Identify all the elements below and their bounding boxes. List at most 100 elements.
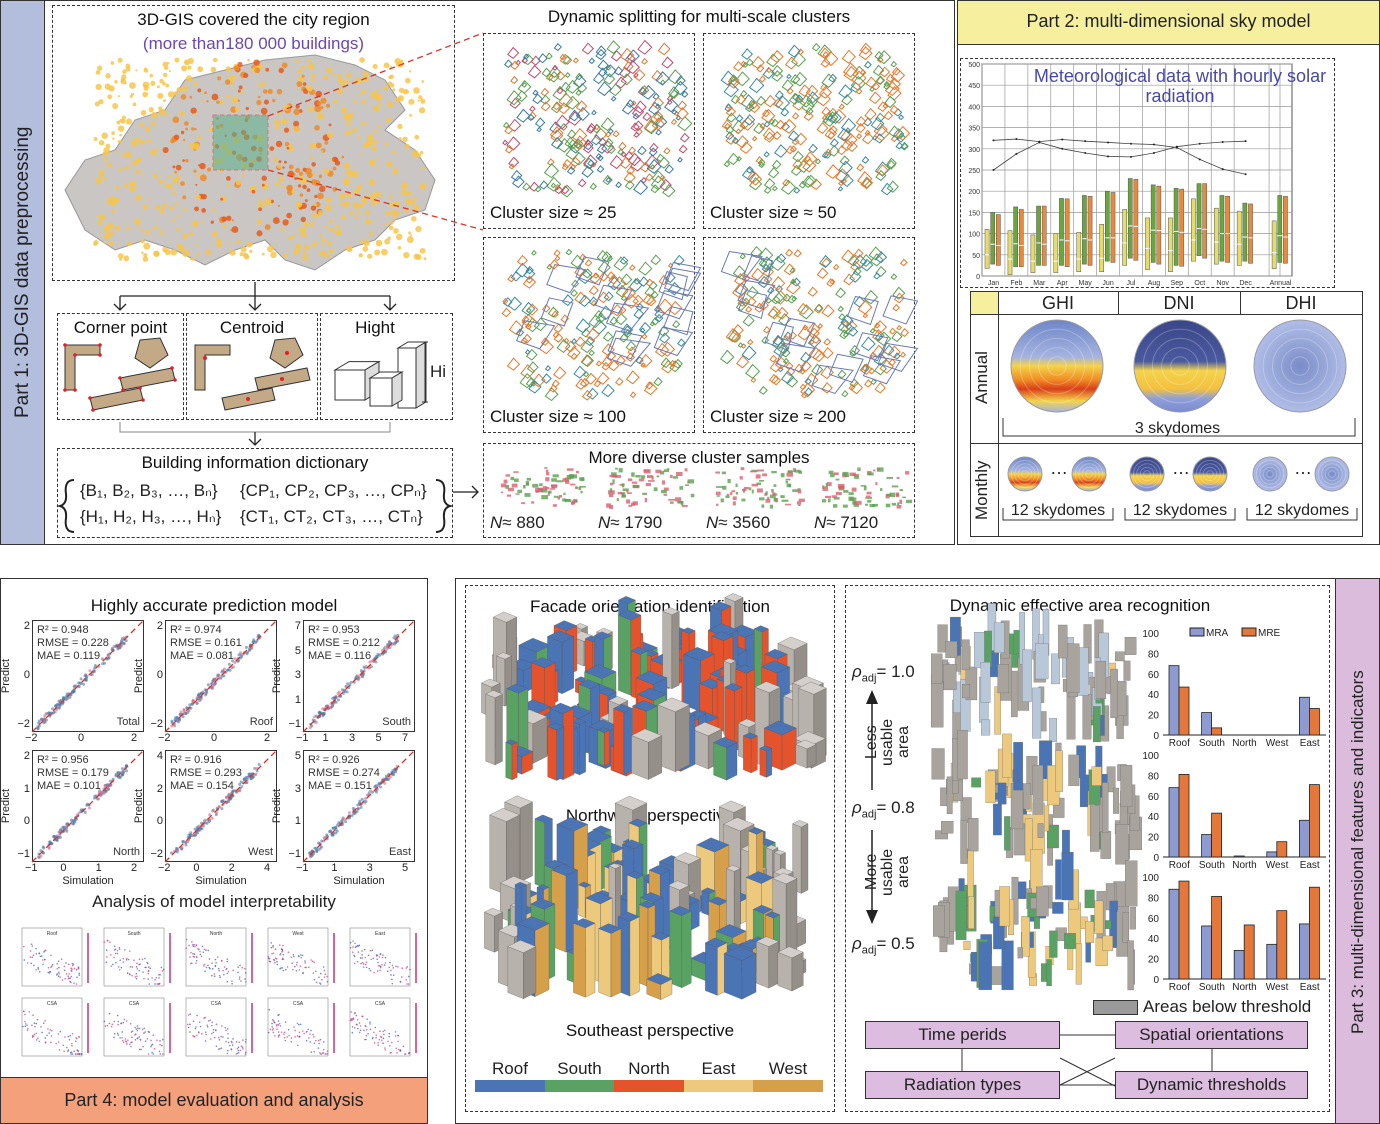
sample-building bbox=[827, 498, 831, 503]
building-dot bbox=[246, 241, 253, 248]
cluster-shape bbox=[575, 106, 590, 121]
building-dot bbox=[363, 145, 367, 149]
cluster-shape bbox=[653, 305, 662, 313]
cluster-shape bbox=[733, 60, 744, 72]
building-dot bbox=[234, 97, 238, 100]
cluster-shape bbox=[613, 256, 629, 272]
cluster-shape bbox=[562, 55, 573, 65]
cluster-boundary bbox=[737, 289, 768, 319]
building-dot bbox=[237, 89, 241, 93]
cluster-shape bbox=[515, 262, 530, 278]
building-dot bbox=[380, 248, 388, 256]
building-dot bbox=[142, 256, 149, 262]
cluster-shape bbox=[592, 72, 605, 85]
cluster-shape bbox=[573, 365, 587, 379]
building-dot bbox=[197, 66, 201, 69]
building-dot bbox=[116, 120, 121, 125]
sample-variable: N bbox=[706, 513, 719, 532]
bar-y-tick: 60 bbox=[1148, 792, 1160, 803]
bar-mre-roof bbox=[1178, 880, 1190, 980]
cluster-shape bbox=[617, 148, 624, 156]
cluster-shape bbox=[756, 64, 765, 73]
legend-label-mra: MRA bbox=[1206, 628, 1229, 639]
building-dot bbox=[143, 242, 151, 250]
cluster-shape bbox=[657, 325, 670, 337]
cluster-shape bbox=[502, 297, 513, 307]
cluster-shape bbox=[823, 337, 832, 346]
building bbox=[1082, 694, 1092, 740]
samples-box bbox=[483, 443, 915, 538]
cluster-shape bbox=[545, 73, 554, 82]
sample-building bbox=[627, 492, 632, 495]
cluster-shape bbox=[766, 53, 780, 68]
building-dot bbox=[239, 252, 244, 257]
cluster-shape bbox=[572, 57, 579, 64]
cluster-shape bbox=[890, 273, 898, 280]
cluster-shape bbox=[565, 145, 580, 160]
cluster-shape bbox=[791, 52, 807, 67]
box-orange bbox=[1110, 192, 1116, 263]
cluster-shape bbox=[784, 56, 799, 70]
building-dot bbox=[304, 244, 311, 251]
cluster-shape bbox=[735, 94, 747, 105]
sample-building bbox=[875, 482, 878, 486]
cluster-shape bbox=[807, 286, 818, 297]
sample-building bbox=[715, 486, 723, 488]
cluster-shape bbox=[751, 135, 758, 142]
cluster-shape bbox=[785, 248, 794, 257]
sample-building bbox=[730, 492, 733, 496]
building-dot bbox=[112, 137, 115, 140]
building-dot bbox=[106, 231, 109, 234]
cluster-shape bbox=[508, 320, 524, 335]
cluster-shape bbox=[667, 281, 682, 296]
cluster-shape bbox=[828, 145, 840, 157]
sample-building bbox=[876, 467, 884, 472]
cluster-shape bbox=[844, 132, 858, 147]
sample-building bbox=[684, 468, 688, 472]
building-dot bbox=[107, 162, 112, 167]
cluster-shape bbox=[557, 102, 570, 115]
building-dot bbox=[422, 166, 425, 170]
building bbox=[1022, 649, 1032, 702]
cluster-shape bbox=[644, 120, 659, 135]
building-dot bbox=[119, 118, 124, 123]
cluster-shape bbox=[628, 146, 637, 155]
cluster-shape bbox=[816, 122, 829, 134]
sample-building bbox=[670, 501, 674, 504]
height-dimension bbox=[422, 341, 428, 403]
cluster-shape bbox=[762, 66, 775, 80]
building bbox=[994, 686, 1001, 735]
building-dot bbox=[191, 220, 199, 227]
building-dot bbox=[411, 150, 419, 158]
box-orange bbox=[1133, 179, 1139, 261]
building-dot bbox=[172, 116, 180, 124]
building-dot bbox=[147, 139, 152, 143]
building bbox=[1046, 959, 1052, 987]
building-dot bbox=[212, 208, 217, 212]
sample-building bbox=[843, 489, 849, 493]
x-tick-label: Feb bbox=[1010, 280, 1022, 287]
feature-illustrations bbox=[63, 337, 428, 412]
cluster-shape bbox=[578, 294, 591, 308]
bar-y-tick: 100 bbox=[1142, 629, 1159, 640]
building-dot bbox=[195, 194, 201, 200]
cluster-shape bbox=[602, 331, 614, 342]
cluster-shape bbox=[633, 277, 641, 285]
building bbox=[1017, 947, 1023, 959]
trend-point bbox=[1015, 152, 1018, 155]
cluster-shape bbox=[860, 363, 873, 375]
bar-x-label: East bbox=[1300, 860, 1320, 871]
cluster-shape bbox=[662, 183, 676, 198]
cluster-shape bbox=[627, 152, 642, 167]
cluster-shape bbox=[503, 59, 513, 69]
cluster-shape bbox=[875, 265, 887, 277]
cluster-shape bbox=[621, 102, 635, 115]
cluster-shape bbox=[512, 175, 525, 189]
cluster-shape bbox=[529, 181, 540, 192]
sample-building bbox=[663, 493, 667, 496]
cluster-shape bbox=[615, 355, 626, 366]
building bbox=[1062, 829, 1070, 856]
cluster-shape bbox=[677, 156, 683, 163]
cluster-shape bbox=[614, 76, 628, 89]
cluster-shape bbox=[546, 176, 562, 192]
